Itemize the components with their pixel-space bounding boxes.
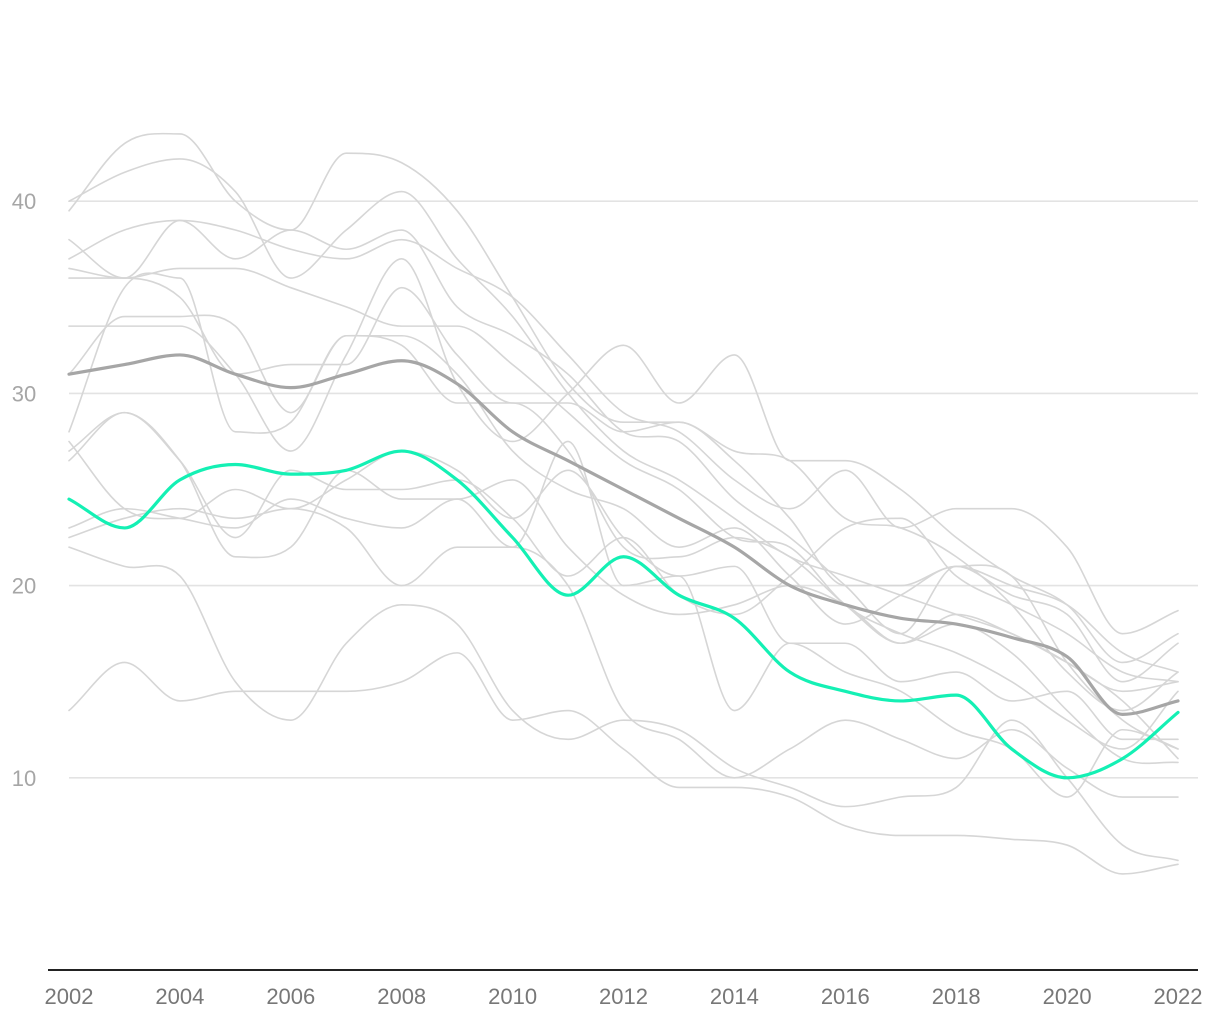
y-tick-label: 40 — [12, 189, 36, 214]
background-series-line — [68, 219, 1179, 635]
x-tick-label: 2018 — [932, 984, 981, 1009]
highlight-series-line — [67, 449, 1180, 780]
background-series-line — [68, 652, 1179, 875]
background-series-line — [68, 411, 1179, 765]
y-tick-label: 20 — [12, 574, 36, 599]
background-series-line — [68, 440, 1179, 798]
average-series-line — [67, 353, 1180, 716]
x-tick-label: 2010 — [488, 984, 537, 1009]
background-series-line — [68, 314, 1179, 750]
background-series-line — [68, 258, 1179, 664]
x-axis-ticks: 2002 2004 2006 2008 2010 2012 2014 2016 2018 2020… — [45, 984, 1203, 1009]
background-series-line — [68, 411, 1179, 683]
background-series-line — [68, 440, 1179, 741]
x-tick-label: 2020 — [1043, 984, 1092, 1009]
x-tick-label: 2008 — [377, 984, 426, 1009]
background-series-line — [68, 507, 1179, 798]
y-axis-ticks: 10 20 30 40 — [12, 189, 36, 791]
background-series-line — [68, 132, 1179, 673]
y-tick-label: 10 — [12, 766, 36, 791]
background-series-line — [68, 277, 1179, 712]
background-series-line — [68, 546, 1179, 862]
background-series-line — [68, 158, 1179, 693]
x-tick-label: 2012 — [599, 984, 648, 1009]
x-tick-label: 2022 — [1154, 984, 1203, 1009]
x-tick-label: 2002 — [45, 984, 94, 1009]
x-tick-label: 2014 — [710, 984, 759, 1009]
background-series-line — [68, 267, 1179, 750]
x-tick-label: 2006 — [266, 984, 315, 1009]
background-series-group — [68, 132, 1179, 875]
x-tick-label: 2004 — [155, 984, 204, 1009]
x-tick-label: 2016 — [821, 984, 870, 1009]
highlighted-series-group — [67, 353, 1180, 780]
y-tick-label: 30 — [12, 381, 36, 406]
